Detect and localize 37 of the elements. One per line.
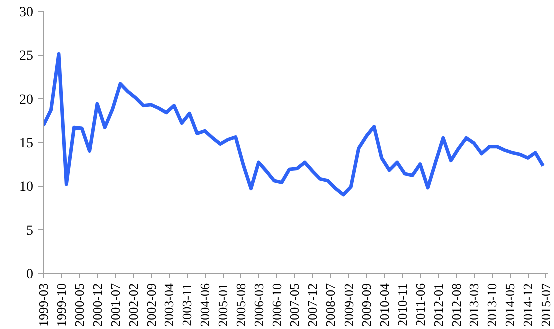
x-tick-label: 2002-09 bbox=[144, 283, 159, 327]
x-tick-label: 2003-04 bbox=[162, 283, 177, 327]
x-tick-label: 2005-08 bbox=[233, 283, 248, 327]
x-tick-label: 2009-02 bbox=[341, 283, 356, 327]
x-tick-label: 2006-03 bbox=[251, 283, 266, 327]
x-tick-label: 2003-11 bbox=[180, 283, 195, 326]
x-tick-label: 2007-05 bbox=[287, 283, 302, 327]
x-tick-label: 2014-12 bbox=[520, 283, 536, 327]
y-tick-label: 20 bbox=[20, 92, 34, 108]
y-tick-label: 10 bbox=[20, 180, 34, 196]
y-tick-label: 25 bbox=[20, 49, 34, 64]
x-tick-label: 2006-10 bbox=[269, 283, 284, 327]
x-tick-label: 2000-05 bbox=[72, 283, 87, 327]
y-tick-label: 15 bbox=[20, 136, 34, 152]
y-tick-label: 5 bbox=[26, 224, 34, 239]
x-tick-label: 2007-12 bbox=[305, 283, 320, 327]
x-tick-label: 2010-04 bbox=[376, 283, 392, 327]
x-tick-label: 2008-07 bbox=[323, 283, 338, 327]
x-tick-label: 2002-02 bbox=[126, 283, 141, 327]
x-tick-label: 2009-09 bbox=[359, 283, 374, 327]
x-tick-label: 2015-07 bbox=[538, 283, 554, 327]
x-tick-label: 2014-05 bbox=[502, 283, 518, 327]
x-tick-label: 2013-10 bbox=[484, 283, 500, 327]
x-tick-label: 2013-03 bbox=[466, 283, 482, 327]
x-tick-label: 2004-06 bbox=[198, 283, 213, 327]
x-tick-label: 2010-11 bbox=[394, 283, 410, 326]
y-tick-label: 0 bbox=[26, 268, 34, 282]
y-tick-label: 30 bbox=[20, 6, 34, 20]
x-tick-label: 1999-03 bbox=[36, 283, 51, 327]
x-tick-label: 2012-01 bbox=[430, 283, 446, 327]
x-tick-label: 2001-07 bbox=[108, 283, 123, 327]
x-tick-label: 2012-08 bbox=[448, 283, 464, 327]
line-series bbox=[44, 52, 546, 197]
x-tick-label: 2000-12 bbox=[90, 283, 105, 327]
x-tick-label: 2011-06 bbox=[412, 283, 428, 326]
x-tick-label: 1999-10 bbox=[54, 283, 70, 327]
x-tick-label: 2005-01 bbox=[216, 283, 231, 327]
